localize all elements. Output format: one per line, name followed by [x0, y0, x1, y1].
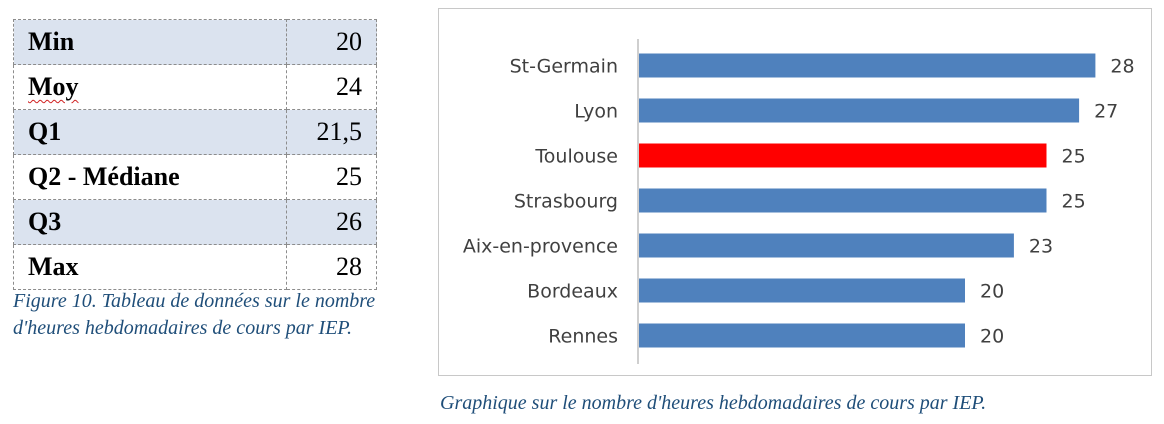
- data-label: 27: [1094, 101, 1118, 123]
- table-row: Max 28: [13, 244, 377, 290]
- bar: [639, 188, 1047, 213]
- data-label: 20: [980, 281, 1004, 303]
- row-label: Q2 - Médiane: [13, 154, 287, 200]
- bar: [639, 143, 1047, 168]
- chart-frame: St-Germain 28 Lyon 27 Toulouse 25 Strasbourg 25…: [438, 8, 1152, 376]
- category-label: Lyon: [574, 101, 618, 123]
- row-value: 28: [286, 244, 377, 290]
- data-label: 28: [1110, 56, 1134, 78]
- row-value: 20: [286, 19, 377, 65]
- category-label: St-Germain: [510, 56, 618, 78]
- category-label: Aix-en-provence: [463, 236, 618, 258]
- table-row: Moy 24: [13, 64, 377, 110]
- bar-chart: St-Germain 28 Lyon 27 Toulouse 25 Strasbourg 25…: [463, 39, 1135, 364]
- bar: [639, 323, 965, 348]
- spellcheck-label: Moy: [28, 72, 79, 101]
- table-row: Q3 26: [13, 199, 377, 245]
- row-value: 26: [286, 199, 377, 245]
- table-row: Min 20: [13, 19, 377, 65]
- data-label: 25: [1062, 146, 1086, 168]
- bar: [639, 98, 1080, 123]
- table-row: Q1 21,5: [13, 109, 377, 155]
- category-label: Rennes: [548, 326, 618, 348]
- category-label: Strasbourg: [514, 191, 618, 213]
- bar: [639, 53, 1096, 78]
- row-label: Q1: [13, 109, 287, 155]
- row-label: Q3: [13, 199, 287, 245]
- data-label: 25: [1062, 191, 1086, 213]
- bar: [639, 278, 965, 303]
- row-value: 21,5: [286, 109, 377, 155]
- category-label: Toulouse: [534, 146, 618, 168]
- table-row: Q2 - Médiane 25: [13, 154, 377, 200]
- stats-table: Min 20 Moy 24 Q1 21,5 Q2 - Médiane 25 Q3…: [13, 19, 377, 290]
- row-value: 25: [286, 154, 377, 200]
- row-label: Moy: [13, 64, 287, 110]
- category-label: Bordeaux: [527, 281, 618, 303]
- row-value: 24: [286, 64, 377, 110]
- data-label: 23: [1029, 236, 1053, 258]
- table-caption: Figure 10. Tableau de données sur le nom…: [13, 290, 376, 339]
- data-label: 20: [980, 326, 1004, 348]
- chart-caption: Graphique sur le nombre d'heures hebdoma…: [440, 392, 987, 414]
- row-label: Max: [13, 244, 287, 290]
- row-label: Min: [13, 19, 287, 65]
- bar: [639, 233, 1014, 258]
